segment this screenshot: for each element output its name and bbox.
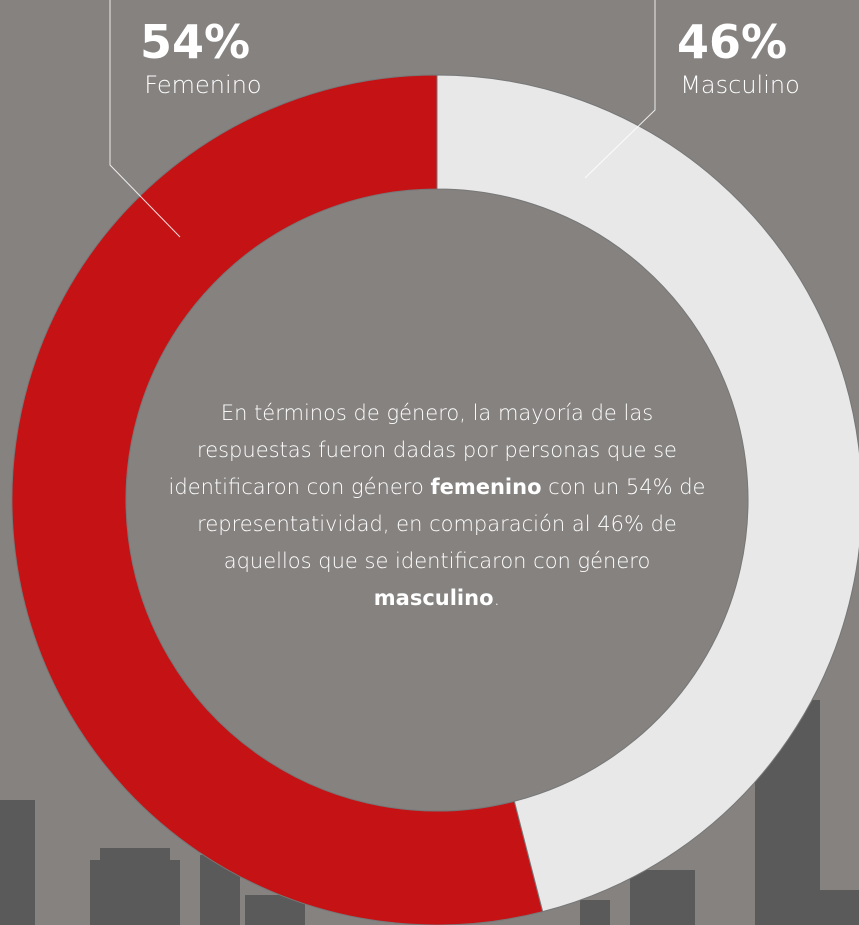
category-label: Masculino xyxy=(680,71,800,99)
donut xyxy=(11,74,859,925)
category-label: Femenino xyxy=(144,71,261,99)
annotation-text: . xyxy=(493,586,501,610)
value-label: 46% xyxy=(677,15,787,69)
donut-segment xyxy=(11,74,544,925)
annotation-bold: masculino xyxy=(373,586,494,610)
annotation-bold: femenino xyxy=(430,475,542,499)
leader-lines xyxy=(109,0,656,238)
annotation-text: con un 54% de representatividad, en comp… xyxy=(197,475,706,573)
skyline xyxy=(0,700,859,925)
donut-segment xyxy=(436,74,859,913)
annotation-text: En términos de género, la mayoría de las… xyxy=(168,401,677,499)
value-label: 54% xyxy=(140,15,250,69)
annotation: En términos de género, la mayoría de las… xyxy=(167,395,707,617)
